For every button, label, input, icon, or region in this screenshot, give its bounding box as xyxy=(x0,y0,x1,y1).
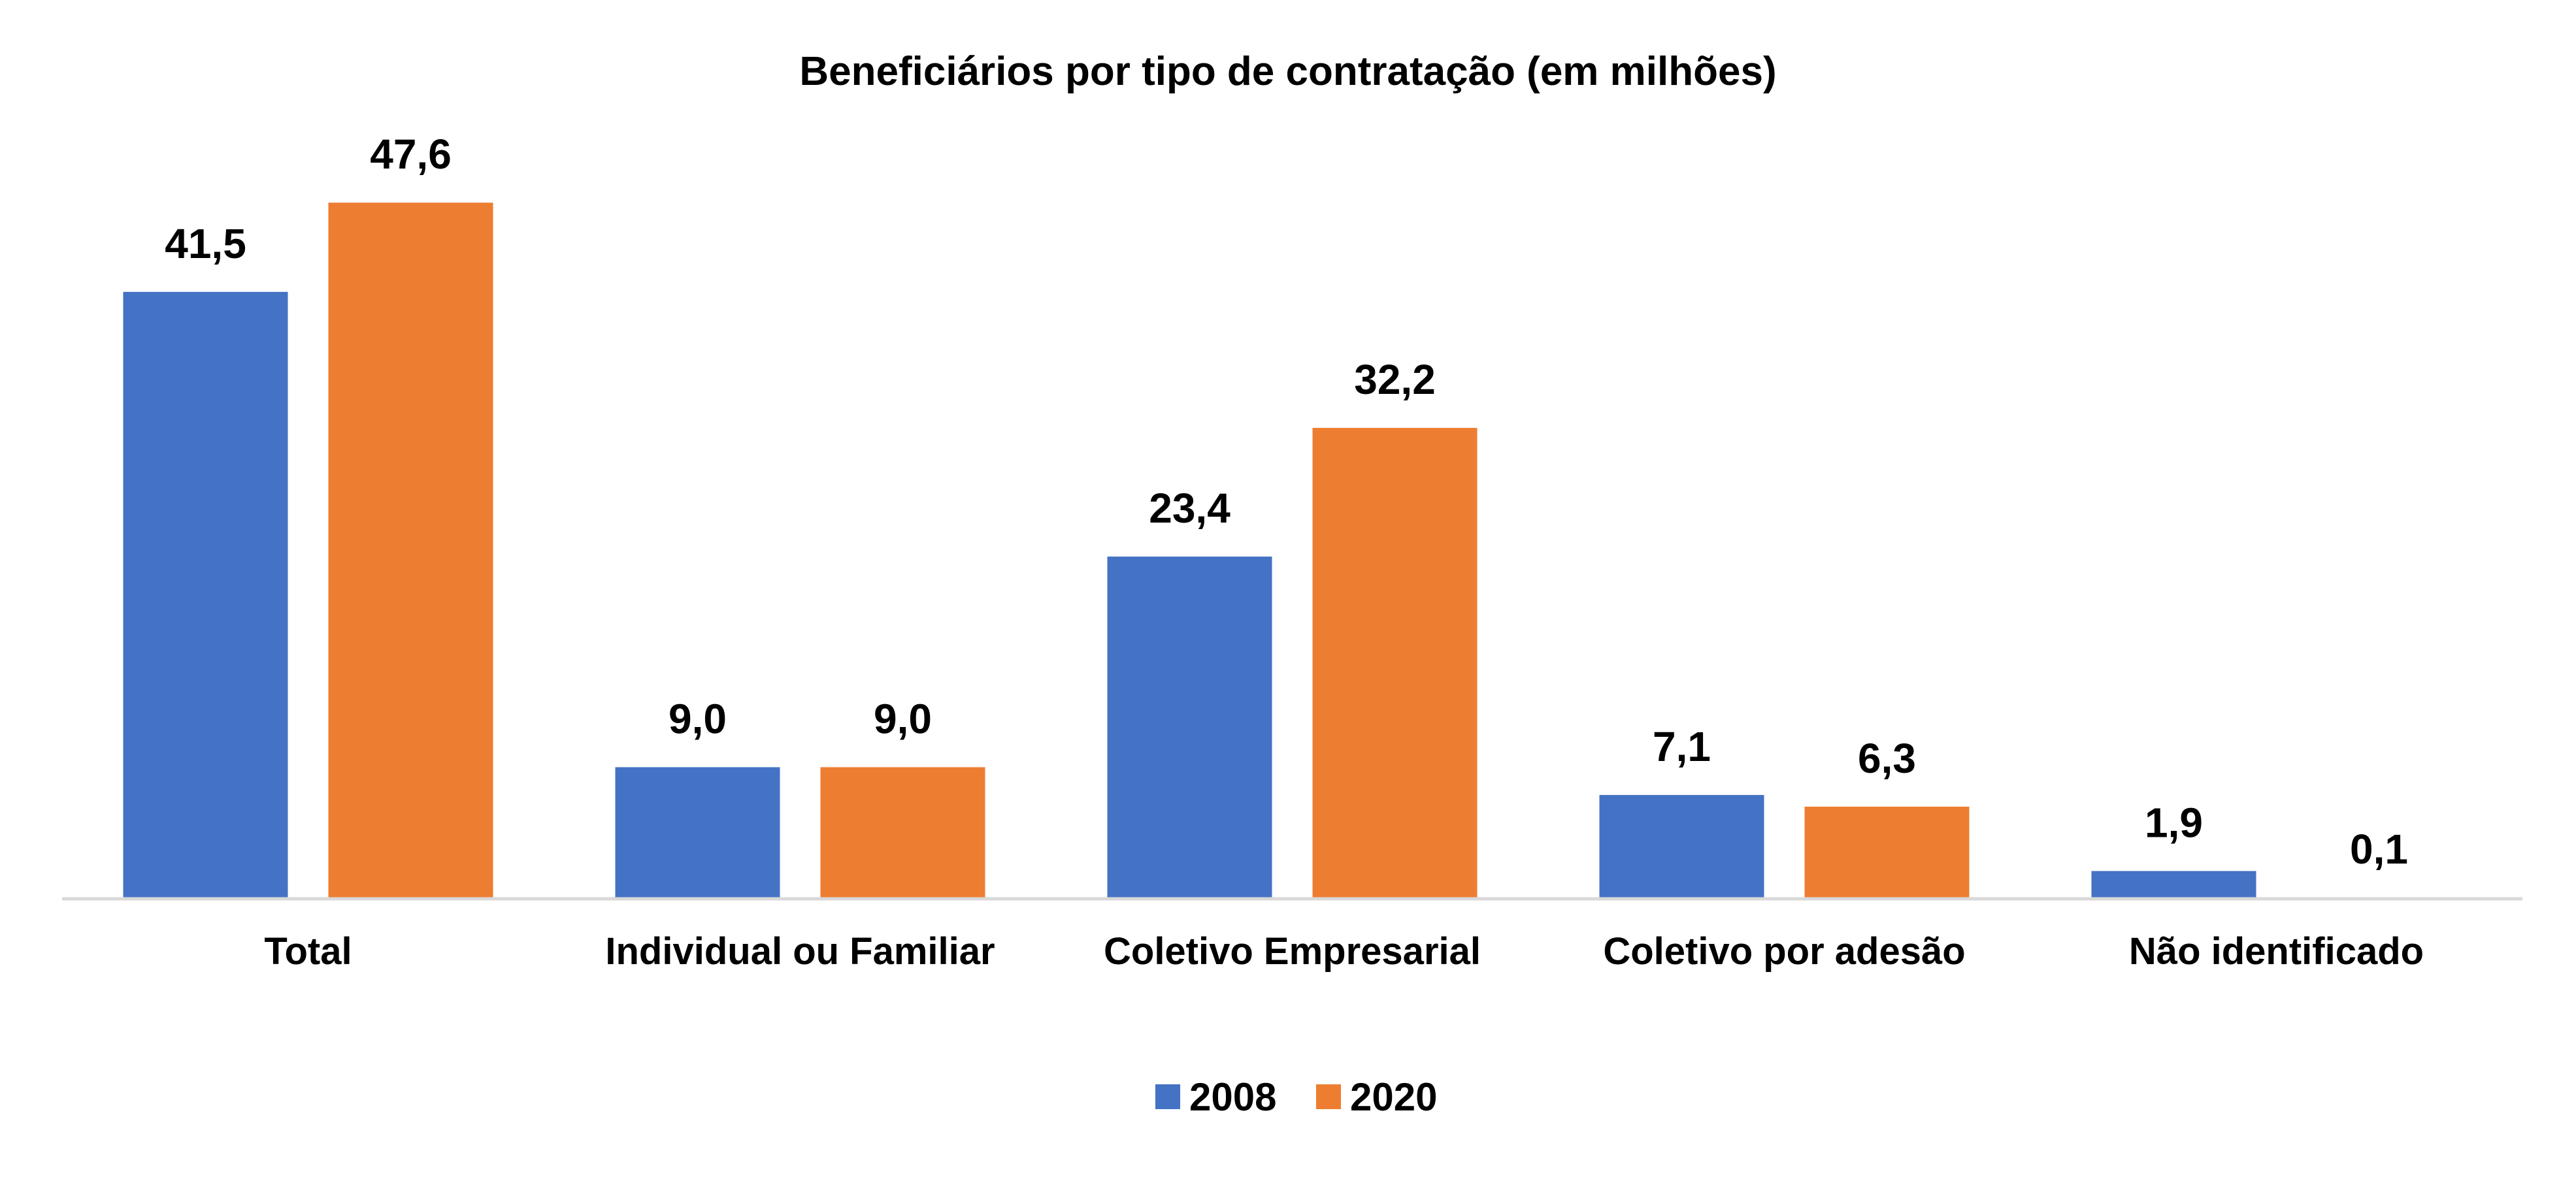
bar-2020-3 xyxy=(1312,428,1478,899)
data-label-2020-3: 32,2 xyxy=(1354,356,1436,403)
chart-title: Beneficiários por tipo de contratação (e… xyxy=(799,49,1776,94)
bar-2008-1 xyxy=(123,291,288,899)
data-label-2020-1: 47,6 xyxy=(370,131,452,178)
bar-2020-4 xyxy=(1804,806,1970,899)
bar-2008-3 xyxy=(1107,557,1272,899)
legend-swatch-2008 xyxy=(1155,1084,1180,1109)
data-label-2008-2: 9,0 xyxy=(669,695,727,742)
x-tick-label: Coletivo por adesão xyxy=(1603,930,1965,973)
bar-2008-5 xyxy=(2091,871,2256,899)
data-label-2008-4: 7,1 xyxy=(1653,723,1711,770)
x-tick-label: Coletivo Empresarial xyxy=(1104,930,1481,973)
bar-2008-2 xyxy=(615,767,780,899)
bar-2020-1 xyxy=(328,202,493,899)
bar-2008-4 xyxy=(1599,795,1764,899)
x-tick-label: Individual ou Familiar xyxy=(605,930,995,973)
legend-swatch-2020 xyxy=(1316,1084,1341,1109)
data-label-2008-3: 23,4 xyxy=(1149,485,1230,532)
x-tick-label: Total xyxy=(264,930,352,973)
bar-2020-2 xyxy=(820,767,985,899)
legend-label-2008: 2008 xyxy=(1189,1075,1276,1119)
legend-label-2020: 2020 xyxy=(1350,1075,1437,1119)
plot-area: 41,5 47,6 Total 9,0 9,0 Individual ou Familia… xyxy=(62,131,2522,973)
x-tick-label: Não identificado xyxy=(2129,930,2424,973)
data-label-2008-1: 41,5 xyxy=(165,220,246,267)
legend: 2008 2020 xyxy=(1155,1075,1437,1119)
data-label-2020-4: 6,3 xyxy=(1858,735,1916,782)
data-label-2020-5: 0,1 xyxy=(2350,826,2408,873)
data-label-2008-5: 1,9 xyxy=(2145,799,2203,846)
data-label-2020-2: 9,0 xyxy=(874,695,932,742)
